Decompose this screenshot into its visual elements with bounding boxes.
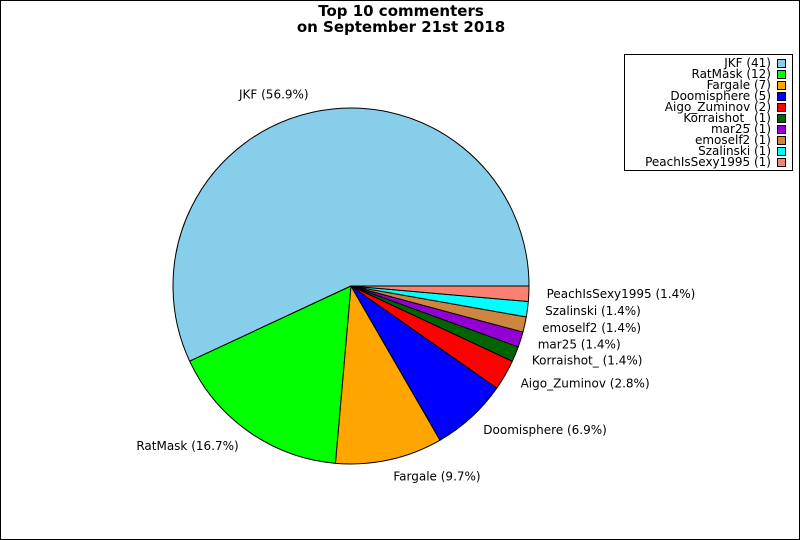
chart-title-line-1: Top 10 commenters bbox=[318, 2, 484, 20]
pie-slice-label-5: Korraishot_ (1.4%) bbox=[532, 353, 643, 367]
legend-swatch-8 bbox=[777, 147, 786, 156]
pie-slice-2 bbox=[334, 285, 441, 465]
pie-labels: JKF (56.9%) RatMask (16.7%) Fargale (9.7%)… bbox=[136, 87, 695, 483]
legend-label-5: Korraishot_ (1) bbox=[683, 111, 771, 125]
legend-entry-0: JKF (41) bbox=[629, 56, 786, 70]
legend-swatch-3 bbox=[777, 92, 786, 101]
legend-entry-3: Doomisphere (5) bbox=[629, 89, 786, 103]
pie-slices bbox=[172, 107, 530, 465]
legend-label-0: JKF (41) bbox=[724, 56, 771, 70]
legend-entry-1: RatMask (12) bbox=[629, 67, 786, 81]
pie-slice-label-0: JKF (56.9%) bbox=[238, 87, 309, 101]
legend-label-6: mar25 (1) bbox=[710, 122, 771, 136]
legend-swatch-1 bbox=[777, 70, 786, 79]
pie-slice-label-3: Doomisphere (6.9%) bbox=[483, 423, 607, 437]
legend-swatch-6 bbox=[777, 125, 786, 134]
pie-slice-label-2: Fargale (9.7%) bbox=[393, 470, 480, 484]
legend-label-2: Fargale (7) bbox=[706, 78, 771, 92]
pie-slice-label-8: Szalinski (1.4%) bbox=[545, 304, 641, 318]
legend-label-3: Doomisphere (5) bbox=[670, 89, 771, 103]
legend-entry-6: mar25 (1) bbox=[629, 122, 786, 136]
legend-entry-5: Korraishot_ (1) bbox=[629, 111, 786, 125]
legend-label-8: Szalinski (1) bbox=[698, 144, 771, 158]
legend-swatch-4 bbox=[777, 103, 786, 112]
legend-label-1: RatMask (12) bbox=[691, 67, 772, 81]
legend-label-7: emoself2 (1) bbox=[694, 133, 771, 147]
pie-slice-label-9: PeachIsSexy1995 (1.4%) bbox=[547, 287, 696, 301]
pie-slice-label-7: emoself2 (1.4%) bbox=[542, 321, 641, 335]
legend-label-4: Aigo_Zuminov (2) bbox=[664, 100, 771, 114]
legend-swatch-9 bbox=[777, 158, 786, 167]
pie-slice-label-4: Aigo_Zuminov (2.8%) bbox=[521, 376, 650, 390]
legend-swatch-0 bbox=[777, 59, 786, 68]
pie-slice-0 bbox=[172, 107, 530, 362]
legend-label-9: PeachIsSexy1995 (1) bbox=[645, 155, 771, 169]
legend-entry-7: emoself2 (1) bbox=[629, 133, 786, 147]
pie-slice-label-6: mar25 (1.4%) bbox=[538, 337, 621, 351]
legend-entry-4: Aigo_Zuminov (2) bbox=[629, 100, 786, 114]
legend-entry-2: Fargale (7) bbox=[629, 78, 786, 92]
legend-swatch-2 bbox=[777, 81, 786, 90]
chart-title-line-2: on September 21st 2018 bbox=[296, 18, 506, 36]
pie-slice-label-1: RatMask (16.7%) bbox=[136, 439, 238, 453]
legend-swatch-7 bbox=[777, 136, 786, 145]
legend: JKF (41) RatMask (12) Fargale (7) Doomisphe… bbox=[624, 54, 793, 171]
legend-swatch-5 bbox=[777, 114, 786, 123]
legend-entry-8: Szalinski (1) bbox=[629, 144, 786, 158]
chart-title: Top 10 commenters on September 21st 2018 bbox=[1, 2, 799, 36]
legend-entry-9: PeachIsSexy1995 (1) bbox=[629, 155, 786, 169]
pie-slice-9 bbox=[350, 285, 530, 303]
pie-slice-1 bbox=[189, 285, 352, 464]
